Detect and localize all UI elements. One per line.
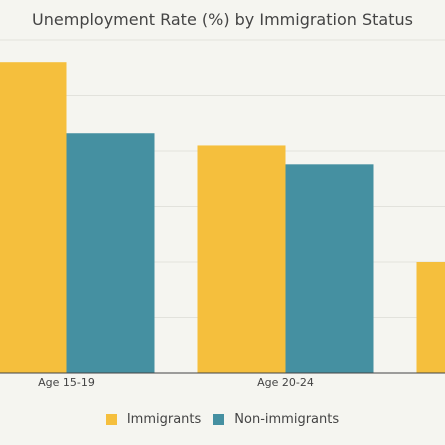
legend-label-non-immigrants: Non-immigrants bbox=[234, 412, 340, 427]
legend-label-immigrants: Immigrants bbox=[126, 412, 202, 427]
chart-title: Unemployment Rate (%) by Immigration Sta… bbox=[32, 10, 413, 29]
bar-immigrants-age-25-[interactable] bbox=[416, 262, 445, 373]
bar-immigrants-age-15-19[interactable] bbox=[0, 62, 67, 373]
bar-immigrants-age-20-24[interactable] bbox=[197, 145, 286, 373]
legend-swatch-non-immigrants bbox=[213, 414, 225, 425]
bar-non-immigrants-age-15-19[interactable] bbox=[66, 133, 155, 373]
legend-item-immigrants[interactable]: Immigrants bbox=[105, 412, 202, 427]
legend: Immigrants Non-immigrants bbox=[0, 412, 445, 427]
x-tick-label: Age 15-19 bbox=[38, 376, 95, 389]
x-tick-label: Age 20-24 bbox=[257, 376, 314, 389]
bar-non-immigrants-age-20-24[interactable] bbox=[285, 164, 374, 373]
legend-swatch-immigrants bbox=[105, 414, 117, 425]
legend-item-non-immigrants[interactable]: Non-immigrants bbox=[213, 412, 339, 427]
bars bbox=[0, 62, 445, 373]
